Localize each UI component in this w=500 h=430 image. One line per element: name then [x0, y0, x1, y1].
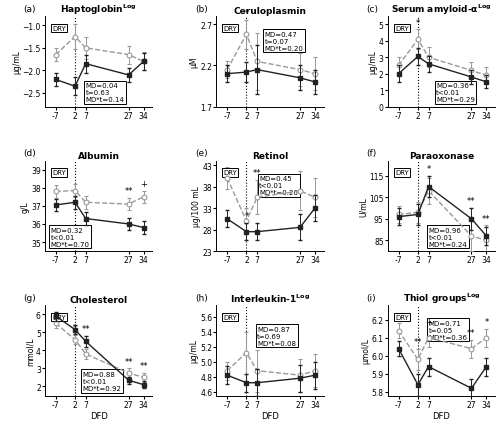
- Text: **: **: [414, 337, 422, 346]
- Title: Retinol: Retinol: [252, 152, 288, 160]
- Text: *: *: [416, 18, 420, 28]
- Text: (h): (h): [195, 293, 208, 302]
- Text: MD=0.88
t<0.01
MD*t=0.92: MD=0.88 t<0.01 MD*t=0.92: [82, 371, 122, 391]
- Title: Serum amyloid-α$^{\mathregular{Log}}$: Serum amyloid-α$^{\mathregular{Log}}$: [391, 3, 492, 17]
- Text: DRY: DRY: [395, 26, 408, 32]
- Text: MD=0.45
t<0.01
MD*t=0.26: MD=0.45 t<0.01 MD*t=0.26: [260, 175, 298, 196]
- Text: **: **: [124, 357, 133, 366]
- Text: **: **: [82, 325, 90, 333]
- Text: MD=0.71
t=0.05
MD*t=0.36: MD=0.71 t=0.05 MD*t=0.36: [428, 320, 468, 340]
- Text: DRY: DRY: [224, 170, 237, 176]
- Text: (g): (g): [24, 293, 36, 302]
- Title: Albumin: Albumin: [78, 152, 120, 160]
- Text: **: **: [482, 214, 490, 223]
- Text: *: *: [484, 317, 488, 326]
- Text: +: +: [140, 179, 147, 188]
- Text: (e): (e): [195, 149, 207, 158]
- X-axis label: DFD: DFD: [90, 412, 108, 421]
- Text: (a): (a): [24, 5, 36, 14]
- Text: **: **: [124, 187, 133, 196]
- Text: DRY: DRY: [52, 26, 66, 32]
- Text: **: **: [467, 328, 475, 337]
- Text: DRY: DRY: [224, 314, 237, 320]
- Text: DRY: DRY: [52, 170, 66, 176]
- Text: **: **: [253, 169, 262, 178]
- Text: *: *: [244, 212, 248, 221]
- X-axis label: DFD: DFD: [432, 412, 450, 421]
- Title: Cholesterol: Cholesterol: [70, 296, 128, 305]
- Text: **: **: [467, 197, 475, 206]
- Title: Interleukin-1$^{\mathregular{Log}}$: Interleukin-1$^{\mathregular{Log}}$: [230, 292, 310, 305]
- Text: (i): (i): [366, 293, 376, 302]
- Y-axis label: μM: μM: [190, 56, 199, 68]
- Title: Ceruloplasmin: Ceruloplasmin: [234, 7, 306, 16]
- Y-axis label: μg/100 mL: μg/100 mL: [192, 186, 201, 227]
- Y-axis label: μmol/L: μmol/L: [361, 338, 370, 363]
- Text: *: *: [426, 165, 430, 174]
- Text: MD=0.96
t<0.01
MD*t=0.24: MD=0.96 t<0.01 MD*t=0.24: [428, 227, 468, 247]
- Text: +: +: [425, 317, 432, 326]
- Text: (c): (c): [366, 5, 378, 14]
- Text: DRY: DRY: [395, 314, 408, 320]
- Text: (b): (b): [195, 5, 208, 14]
- Text: DRY: DRY: [52, 314, 66, 320]
- Y-axis label: g/L: g/L: [20, 200, 30, 212]
- Y-axis label: mmol/L: mmol/L: [26, 336, 35, 365]
- Title: Thiol groups$^{\mathregular{Log}}$: Thiol groups$^{\mathregular{Log}}$: [402, 291, 480, 305]
- Text: DRY: DRY: [395, 170, 408, 176]
- Title: Paraoxonase: Paraoxonase: [409, 152, 474, 160]
- Y-axis label: μg/mL: μg/mL: [368, 50, 378, 74]
- Y-axis label: μg/mL: μg/mL: [12, 50, 21, 74]
- Text: DRY: DRY: [224, 26, 237, 32]
- Text: MD=0.32
t<0.01
MD*t=0.70: MD=0.32 t<0.01 MD*t=0.70: [50, 227, 90, 247]
- Text: **: **: [140, 361, 148, 370]
- Text: MD=0.04
t=0.63
MD*t=0.14: MD=0.04 t=0.63 MD*t=0.14: [86, 83, 124, 103]
- Y-axis label: U/mL: U/mL: [359, 197, 368, 216]
- Title: Haptoglobin$^{\mathregular{Log}}$: Haptoglobin$^{\mathregular{Log}}$: [60, 3, 137, 17]
- Text: (f): (f): [366, 149, 376, 158]
- Text: MD=0.87
t=0.69
MD*t=0.08: MD=0.87 t=0.69 MD*t=0.08: [257, 326, 296, 346]
- Text: MD=0.36
t<0.01
MD*t=0.29: MD=0.36 t<0.01 MD*t=0.29: [436, 83, 475, 103]
- Text: (d): (d): [24, 149, 36, 158]
- X-axis label: DFD: DFD: [261, 412, 279, 421]
- Text: *: *: [73, 323, 77, 332]
- Text: *: *: [244, 9, 248, 18]
- Y-axis label: μg/mL: μg/mL: [190, 338, 198, 362]
- Text: MD=0.47
t=0.07
MD*t=0.20: MD=0.47 t=0.07 MD*t=0.20: [264, 31, 304, 52]
